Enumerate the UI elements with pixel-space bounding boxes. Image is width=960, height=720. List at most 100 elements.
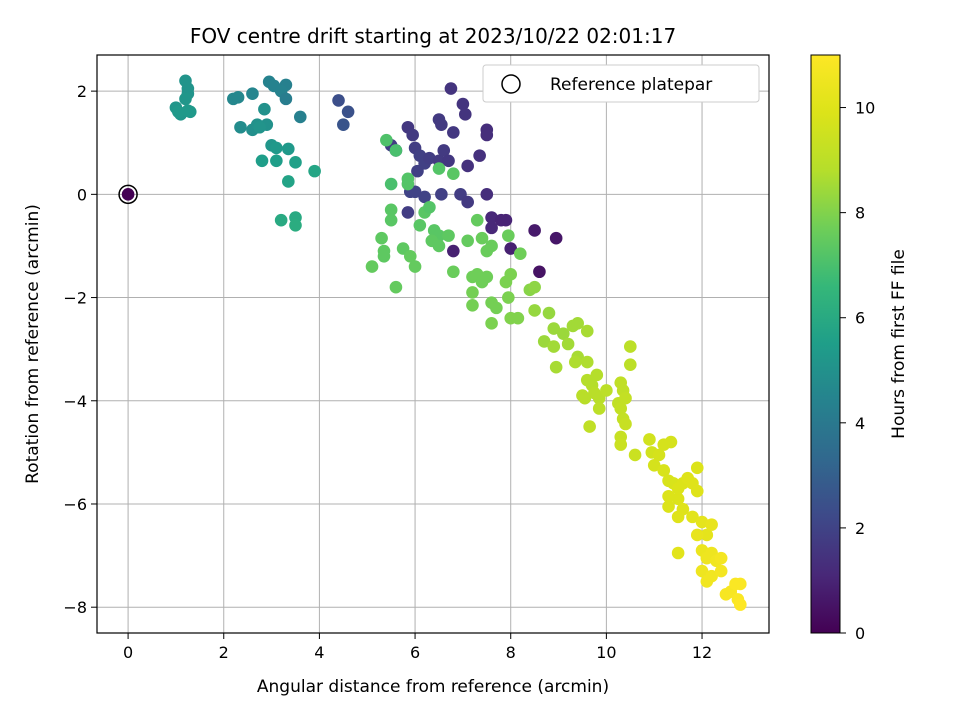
colorbar-label: Hours from first FF file	[889, 249, 909, 439]
x-tick-label: 8	[506, 643, 516, 662]
data-point	[671, 546, 685, 560]
legend-marker-open-circle	[501, 74, 521, 94]
data-point	[258, 102, 271, 116]
data-point	[389, 144, 403, 157]
data-point	[528, 224, 541, 237]
reference-marker	[118, 184, 138, 205]
colorbar-tick-label: 6	[855, 309, 865, 328]
y-tick-label: −8	[63, 598, 87, 617]
data-point	[279, 92, 293, 106]
data-point	[623, 358, 637, 371]
data-point	[549, 231, 563, 245]
reference-point-ring	[118, 184, 138, 205]
colorbar	[810, 54, 841, 634]
data-point	[504, 268, 518, 281]
data-point	[458, 108, 472, 121]
data-point	[614, 438, 628, 451]
data-point	[590, 368, 604, 382]
data-point	[282, 175, 295, 188]
data-point	[571, 317, 584, 330]
data-point	[700, 528, 714, 542]
x-axis-label: Angular distance from reference (arcmin)	[257, 677, 609, 697]
data-point	[619, 391, 632, 405]
data-point	[499, 213, 513, 227]
data-point	[444, 82, 458, 95]
data-point	[513, 247, 527, 260]
data-point	[705, 569, 718, 583]
colorbar-ticks: 0 2 4 6 8 10	[840, 99, 875, 643]
data-point	[183, 105, 197, 119]
data-point	[337, 118, 350, 131]
data-point	[470, 213, 484, 227]
data-point	[435, 188, 448, 201]
data-point	[480, 128, 494, 142]
data-point	[473, 149, 486, 162]
data-point	[714, 564, 728, 578]
data-point	[293, 110, 307, 124]
data-point	[461, 234, 474, 248]
data-point	[705, 518, 718, 531]
data-point	[377, 249, 391, 263]
data-point	[282, 142, 295, 156]
x-tick-label: 10	[596, 643, 616, 662]
chart-title: FOV centre drift starting at 2023/10/22 …	[190, 24, 676, 48]
data-point	[614, 402, 628, 415]
data-point	[274, 213, 288, 227]
data-point	[623, 340, 637, 353]
data-points	[169, 74, 747, 611]
data-point	[714, 551, 728, 565]
data-point	[662, 500, 675, 513]
data-point	[384, 177, 398, 191]
data-point	[447, 244, 460, 258]
data-point	[690, 528, 704, 542]
x-tick-label: 4	[314, 643, 324, 662]
data-point	[561, 337, 575, 351]
data-point	[437, 144, 451, 157]
data-point	[435, 118, 448, 131]
y-axis-ticks: −8 −6 −4 −2 0 2	[63, 82, 97, 617]
data-point	[403, 249, 417, 263]
data-point	[270, 141, 283, 155]
data-point	[485, 239, 498, 253]
grid	[97, 55, 769, 633]
colorbar-tick-label: 2	[855, 519, 865, 538]
data-point	[547, 322, 561, 335]
data-point	[432, 162, 446, 175]
data-point	[432, 239, 446, 253]
data-point	[592, 402, 606, 415]
data-point	[690, 484, 704, 498]
data-point	[384, 203, 398, 217]
data-point	[664, 435, 678, 449]
data-point	[389, 280, 403, 294]
data-point	[549, 360, 563, 374]
data-point	[341, 105, 355, 119]
data-point	[461, 159, 474, 173]
data-point	[695, 564, 709, 578]
data-point	[447, 126, 460, 139]
data-point	[442, 154, 455, 168]
data-point	[504, 242, 518, 255]
data-point	[647, 458, 661, 472]
data-point	[308, 164, 321, 178]
data-point	[413, 219, 427, 232]
data-point	[485, 211, 498, 224]
x-tick-label: 6	[410, 643, 420, 662]
colorbar-tick-label: 8	[855, 204, 865, 223]
colorbar-tick-label: 4	[855, 414, 865, 433]
data-point	[289, 219, 302, 232]
colorbar-tick-label: 0	[855, 624, 865, 643]
data-point	[480, 270, 494, 284]
legend: Reference platepar	[482, 64, 760, 103]
data-point	[406, 128, 419, 142]
data-point	[253, 120, 266, 134]
plot-frame	[96, 54, 770, 634]
data-point	[568, 355, 582, 369]
data-point	[447, 167, 460, 180]
x-axis-ticks: 0 2 4 6 8 10 12	[123, 633, 712, 662]
data-point	[466, 298, 479, 312]
data-point	[671, 510, 685, 524]
data-point	[578, 391, 592, 405]
data-point	[234, 120, 247, 134]
data-point	[231, 91, 245, 104]
